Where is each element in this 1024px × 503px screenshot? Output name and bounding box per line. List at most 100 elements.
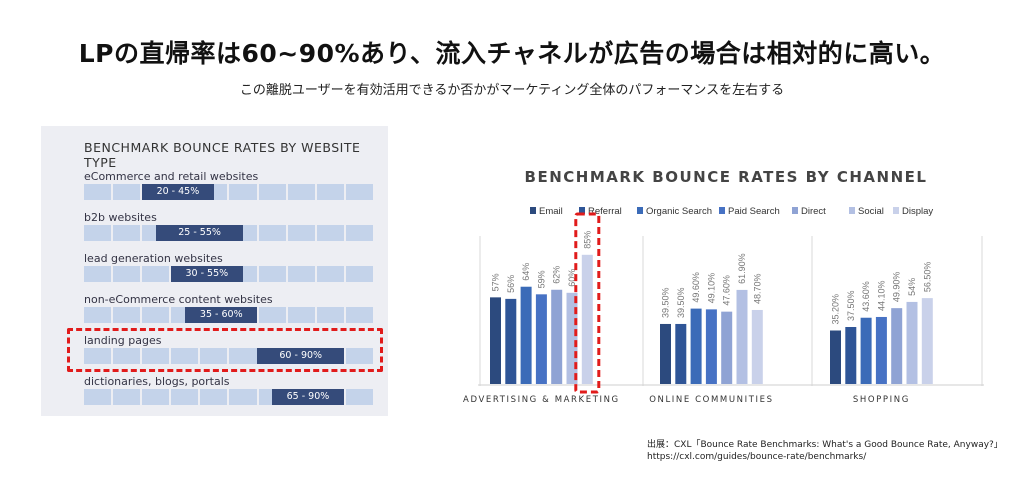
track-cell	[287, 266, 317, 282]
track-cell	[287, 307, 317, 323]
category-label: ONLINE COMMUNITIES	[649, 395, 773, 405]
bar	[875, 316, 887, 384]
website-type-label: dictionaries, blogs, portals	[84, 375, 230, 388]
bar	[721, 311, 733, 384]
track-cell	[142, 307, 172, 323]
track-cell	[345, 307, 373, 323]
legend-label: Paid Search	[728, 206, 780, 217]
track-cell	[142, 389, 172, 405]
bar-value-label: 61.90%	[737, 253, 747, 284]
highlight-box	[67, 328, 383, 372]
bar	[891, 308, 903, 384]
track-cell	[84, 389, 114, 405]
bar-value-label: 54%	[907, 278, 917, 296]
bar	[736, 289, 748, 384]
track-cell	[84, 348, 114, 364]
legend-swatch	[849, 207, 855, 214]
bar	[860, 317, 872, 384]
track-cell	[258, 225, 288, 241]
track-cell	[142, 348, 172, 364]
bar-value-label: 64%	[521, 263, 531, 281]
legend-swatch	[530, 207, 536, 214]
bar-value-label: 49.10%	[706, 273, 716, 304]
track-cell	[229, 184, 259, 200]
website-type-label: b2b websites	[84, 211, 157, 224]
bar	[566, 292, 578, 384]
bar-value-label: 59%	[536, 270, 546, 288]
bar	[505, 298, 517, 384]
track-cell	[200, 389, 230, 405]
track-cell	[84, 307, 114, 323]
bar-value-label: 47.60%	[722, 275, 732, 306]
bar	[690, 308, 702, 384]
website-type-chart: BENCHMARK BOUNCE RATES BY WEBSITE TYPE e…	[41, 126, 388, 416]
legend-label: Direct	[801, 206, 826, 217]
track-cell	[345, 266, 373, 282]
bar	[581, 254, 593, 384]
bar-value-label: 60%	[567, 269, 577, 287]
bar-value-label: 35.20%	[831, 294, 841, 325]
track-cell	[113, 184, 143, 200]
bar-value-label: 37.50%	[846, 290, 856, 321]
track-cell	[345, 348, 373, 364]
range-bar: 25 - 55%	[156, 225, 243, 241]
legend-label: Organic Search	[646, 206, 712, 217]
bar	[535, 294, 547, 384]
legend-label: Email	[539, 206, 563, 217]
legend-swatch	[719, 207, 725, 214]
bar	[751, 309, 763, 384]
track-cell	[171, 389, 201, 405]
track-cell	[287, 184, 317, 200]
track-cell	[316, 266, 346, 282]
range-bar: 20 - 45%	[141, 184, 215, 200]
range-bar: 60 - 90%	[257, 348, 345, 364]
track-cell	[345, 184, 373, 200]
track-cell	[113, 348, 143, 364]
category-label: SHOPPING	[853, 395, 910, 405]
track-cell	[171, 348, 201, 364]
track-cell	[316, 307, 346, 323]
bar-value-label: 62%	[552, 266, 562, 284]
source-citation: 出展：CXL「Bounce Rate Benchmarks: What's a …	[647, 439, 1003, 463]
website-type-label: non-eCommerce content websites	[84, 293, 273, 306]
legend-swatch	[893, 207, 899, 214]
track-cell	[113, 225, 143, 241]
track-cell	[345, 389, 373, 405]
bar-value-label: 56.50%	[922, 262, 932, 293]
bar-value-label: 57%	[491, 273, 501, 291]
bar	[705, 309, 717, 384]
legend-label: Display	[902, 206, 933, 217]
bar	[551, 289, 563, 384]
bar	[490, 297, 501, 384]
track-cell	[316, 225, 346, 241]
track-cell	[258, 266, 288, 282]
bar-value-label: 39.50%	[661, 287, 671, 318]
track-cell	[316, 184, 346, 200]
bar-value-label: 56%	[506, 275, 516, 293]
website-type-label: lead generation websites	[84, 252, 223, 265]
legend-label: Referral	[588, 206, 622, 217]
bar-value-label: 48.70%	[752, 273, 762, 304]
track-cell	[258, 184, 288, 200]
track-cell	[113, 266, 143, 282]
bar	[660, 323, 671, 384]
bar-value-label: 44.10%	[876, 280, 886, 311]
track-cell	[113, 307, 143, 323]
page-subtitle: この離脱ユーザーを有効活用できるか否かがマーケティング全体のパフォーマンスを左右…	[239, 83, 785, 98]
track-cell	[229, 389, 259, 405]
track-cell	[258, 307, 288, 323]
track-cell	[142, 266, 172, 282]
bar	[921, 298, 933, 384]
range-bar: 35 - 60%	[185, 307, 258, 323]
track-cell	[287, 225, 317, 241]
source-url[interactable]: https://cxl.com/guides/bounce-rate/bench…	[647, 452, 867, 462]
bar-value-label: 85%	[582, 231, 592, 249]
website-type-label: eCommerce and retail websites	[84, 170, 259, 183]
page-title: LPの直帰率は60~90%あり、流入チャネルが広告の場合は相対的に高い。	[78, 39, 946, 68]
bar-value-label: 49.90%	[892, 272, 902, 303]
legend-label: Social	[858, 206, 884, 217]
bar	[520, 286, 532, 384]
range-bar: 30 - 55%	[170, 266, 243, 282]
bar	[830, 330, 841, 384]
track-cell	[113, 389, 143, 405]
